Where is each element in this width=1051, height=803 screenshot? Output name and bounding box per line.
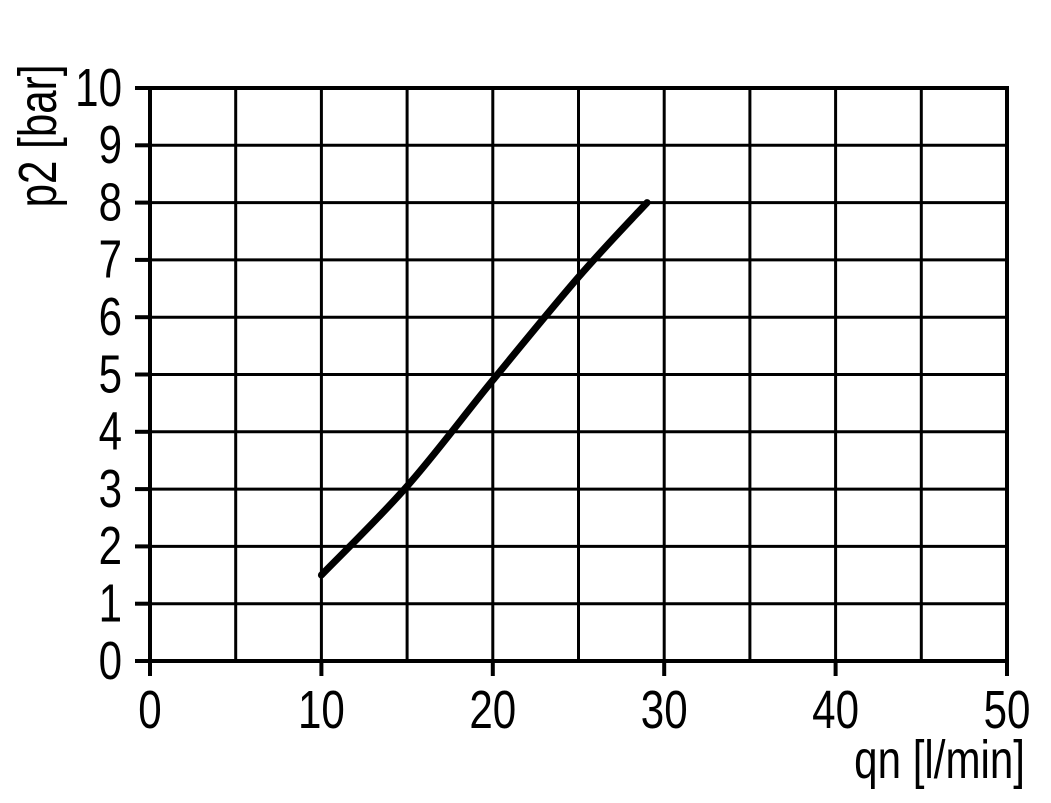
y-tick-label: 7 bbox=[99, 230, 122, 290]
x-tick-label: 0 bbox=[138, 680, 161, 740]
pressure-flow-curve bbox=[317, 199, 651, 579]
y-tick-label: 0 bbox=[99, 631, 122, 691]
y-tick-label: 10 bbox=[75, 58, 122, 118]
x-tick-label: 20 bbox=[469, 680, 516, 740]
grid-lines bbox=[148, 86, 1009, 663]
x-tick-label: 10 bbox=[298, 680, 345, 740]
y-tick-label: 6 bbox=[99, 287, 122, 347]
y-tick-label: 2 bbox=[99, 516, 122, 576]
x-axis-label: qn [l/min] bbox=[854, 730, 1025, 790]
x-tick-labels: 0 10 20 30 40 50 bbox=[138, 680, 1030, 740]
y-tick-label: 3 bbox=[99, 459, 122, 519]
y-tick-label: 8 bbox=[99, 172, 122, 232]
y-axis-label: p2 [bar] bbox=[8, 65, 68, 208]
axis-ticks bbox=[135, 86, 1009, 676]
y-tick-label: 4 bbox=[99, 402, 122, 462]
x-tick-label: 50 bbox=[984, 680, 1031, 740]
y-tick-label: 5 bbox=[99, 344, 122, 404]
x-tick-label: 30 bbox=[641, 680, 688, 740]
x-tick-label: 40 bbox=[812, 680, 859, 740]
y-tick-label: 9 bbox=[99, 115, 122, 175]
y-tick-label: 1 bbox=[99, 574, 122, 634]
